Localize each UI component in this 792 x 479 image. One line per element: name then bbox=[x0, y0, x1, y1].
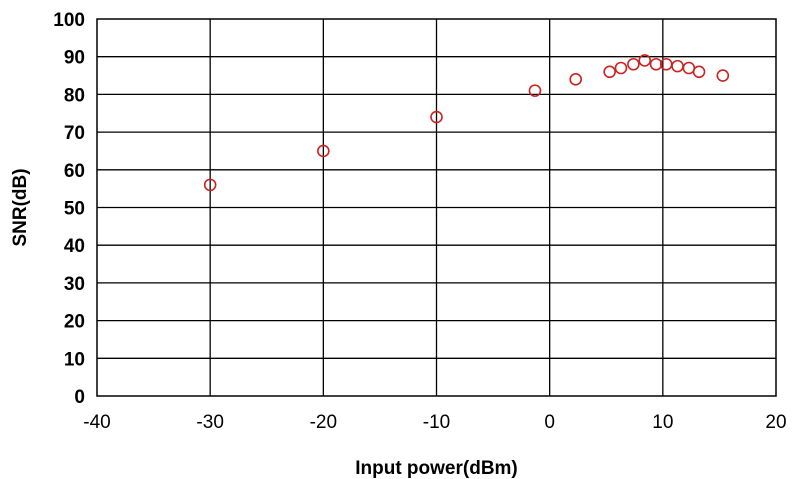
y-tick-label: 10 bbox=[64, 349, 85, 370]
data-point bbox=[638, 54, 652, 67]
data-point bbox=[649, 57, 663, 71]
y-tick-label: 40 bbox=[64, 236, 85, 257]
y-tick-label: 60 bbox=[64, 161, 85, 182]
data-point bbox=[692, 65, 706, 79]
y-tick-label: 30 bbox=[64, 274, 85, 295]
y-tick-label: 50 bbox=[64, 199, 85, 220]
data-point bbox=[682, 61, 696, 75]
y-tick-label: 20 bbox=[64, 312, 85, 333]
x-tick-label: -30 bbox=[196, 412, 223, 433]
data-point bbox=[603, 65, 616, 79]
data-point bbox=[671, 59, 684, 73]
data-points bbox=[203, 54, 730, 192]
data-point bbox=[528, 84, 542, 97]
data-point bbox=[203, 178, 217, 192]
y-tick-label: 70 bbox=[64, 123, 85, 144]
x-tick-label: -20 bbox=[310, 412, 337, 433]
data-point bbox=[627, 57, 640, 71]
data-point bbox=[317, 144, 330, 158]
x-tick-label: 0 bbox=[544, 412, 555, 433]
data-point bbox=[430, 110, 443, 124]
x-tick-label: -40 bbox=[83, 412, 110, 433]
y-tick-label: 100 bbox=[53, 10, 85, 31]
y-tick-label: 80 bbox=[64, 85, 85, 106]
y-tick-label: 90 bbox=[64, 48, 85, 69]
y-axis-ticks: 0 10 20 30 40 50 60 70 80 90 100 bbox=[53, 10, 85, 408]
data-point bbox=[614, 61, 628, 75]
x-tick-label: 20 bbox=[765, 412, 786, 433]
data-point bbox=[716, 69, 730, 82]
x-tick-label: -10 bbox=[423, 412, 450, 433]
x-tick-label: 10 bbox=[652, 412, 673, 433]
data-point bbox=[569, 73, 582, 86]
gridlines bbox=[97, 19, 776, 396]
x-axis-title: Input power(dBm) bbox=[355, 458, 518, 479]
y-tick-label: 0 bbox=[74, 387, 85, 408]
plot-area bbox=[96, 18, 777, 397]
y-axis-title: SNR(dB) bbox=[10, 168, 31, 246]
x-axis-ticks: -40 -30 -20 -10 0 10 20 bbox=[83, 412, 786, 433]
